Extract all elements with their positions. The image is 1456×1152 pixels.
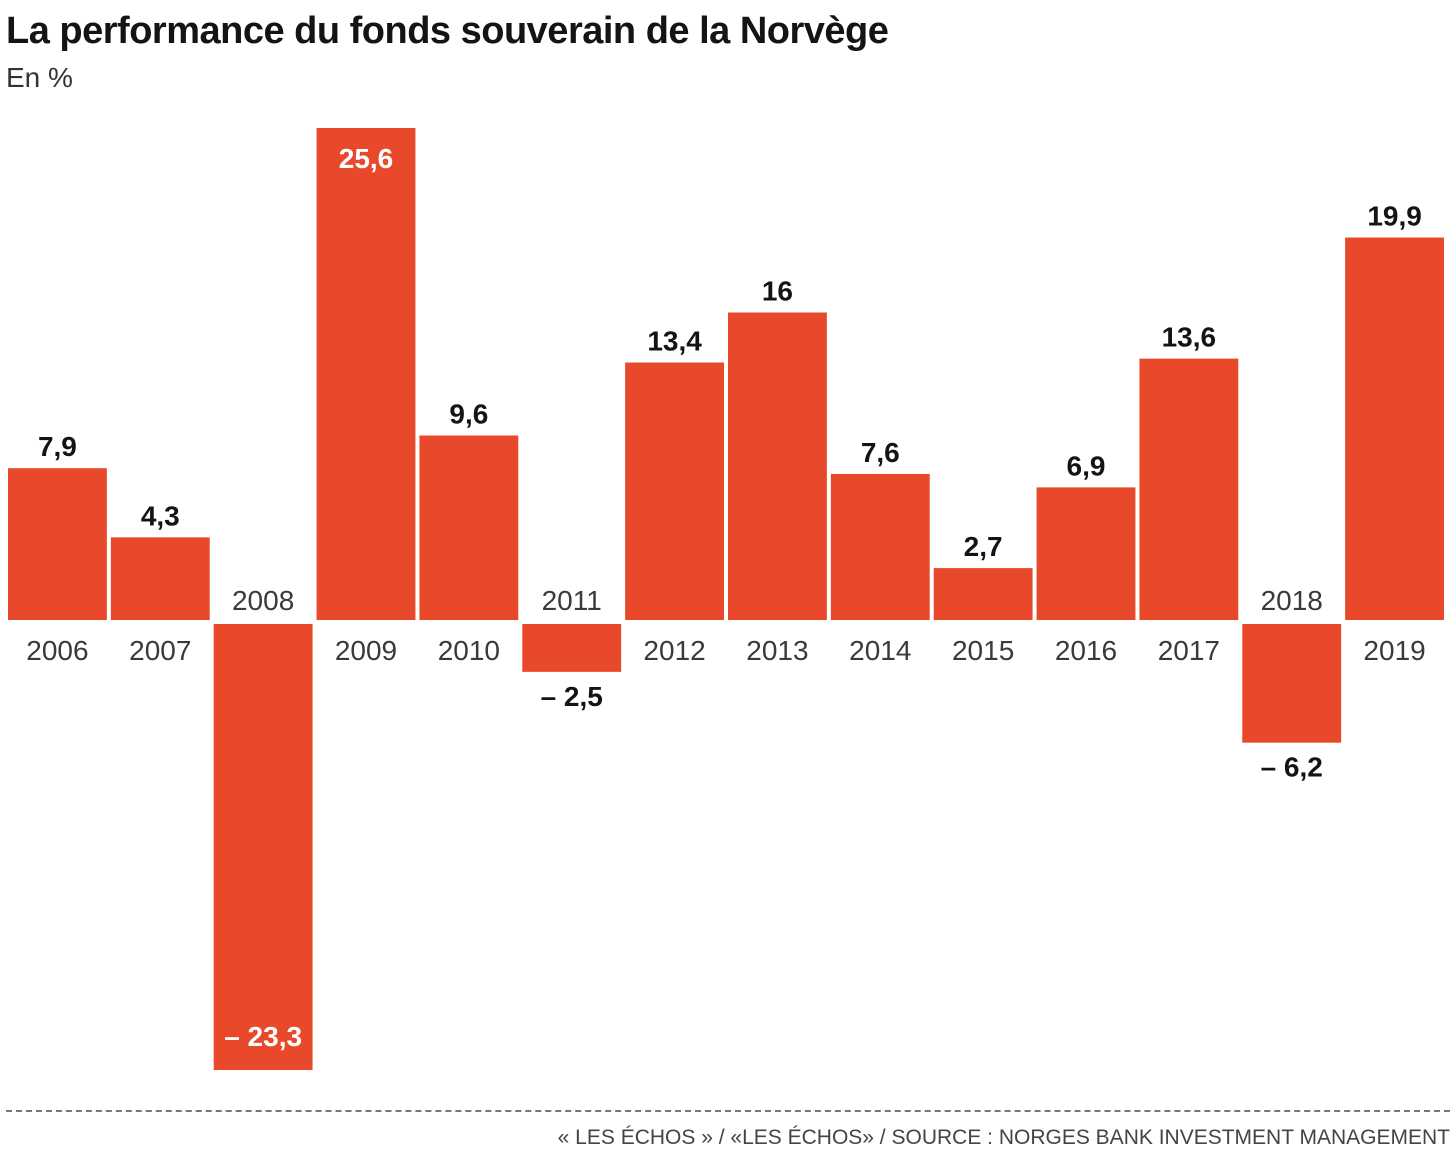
value-label-2011: – 2,5 xyxy=(541,681,603,712)
bar-2017 xyxy=(1139,358,1239,620)
year-label-2011: 2011 xyxy=(542,585,602,616)
bar-chart: 7,9 2006 4,3 2007 – 23,3 2008 25,6 2009 9,6 2010 –… xyxy=(8,128,1444,1070)
bar-2009 xyxy=(316,128,416,620)
value-label-2015: 2,7 xyxy=(964,531,1003,562)
chart-title: La performance du fonds souverain de la … xyxy=(6,10,889,52)
value-label-2014: 7,6 xyxy=(861,437,900,468)
chart-subtitle: En % xyxy=(6,62,73,93)
year-label-2013: 2013 xyxy=(746,635,808,666)
value-label-2008: – 23,3 xyxy=(224,1021,302,1052)
year-label-2012: 2012 xyxy=(643,635,705,666)
year-label-2006: 2006 xyxy=(26,635,88,666)
year-label-2015: 2015 xyxy=(952,635,1014,666)
value-label-2009: 25,6 xyxy=(339,143,394,174)
bar-2007 xyxy=(110,537,210,620)
bar-2015 xyxy=(933,568,1033,620)
year-label-2010: 2010 xyxy=(438,635,500,666)
value-label-2018: – 6,2 xyxy=(1261,752,1323,783)
value-label-2016: 6,9 xyxy=(1067,450,1106,481)
bar-2013 xyxy=(728,312,827,620)
value-label-2019: 19,9 xyxy=(1367,201,1422,232)
value-label-2007: 4,3 xyxy=(141,500,180,531)
year-label-2009: 2009 xyxy=(335,635,397,666)
value-label-2017: 13,6 xyxy=(1162,322,1217,353)
bar-2008 xyxy=(213,624,313,1070)
year-label-2008: 2008 xyxy=(232,585,294,616)
year-label-2017: 2017 xyxy=(1158,635,1220,666)
year-label-2019: 2019 xyxy=(1363,635,1425,666)
value-label-2006: 7,9 xyxy=(38,431,77,462)
year-label-2016: 2016 xyxy=(1055,635,1117,666)
value-label-2012: 13,4 xyxy=(647,325,702,356)
bar-2010 xyxy=(419,435,519,620)
year-label-2014: 2014 xyxy=(849,635,911,666)
bar-2018 xyxy=(1242,624,1342,743)
footer-divider xyxy=(6,1110,1450,1112)
year-label-2018: 2018 xyxy=(1261,585,1323,616)
value-label-2013: 16 xyxy=(762,276,793,307)
bar-2014 xyxy=(830,473,930,620)
value-label-2010: 9,6 xyxy=(449,399,488,430)
source-note: « LES ÉCHOS » / «LES ÉCHOS» / SOURCE : N… xyxy=(557,1126,1450,1149)
bar-2012 xyxy=(625,362,724,620)
bar-2016 xyxy=(1036,487,1136,620)
bar-2011 xyxy=(522,624,622,672)
bar-2006 xyxy=(8,468,107,620)
bar-2019 xyxy=(1345,237,1444,620)
year-label-2007: 2007 xyxy=(129,635,191,666)
